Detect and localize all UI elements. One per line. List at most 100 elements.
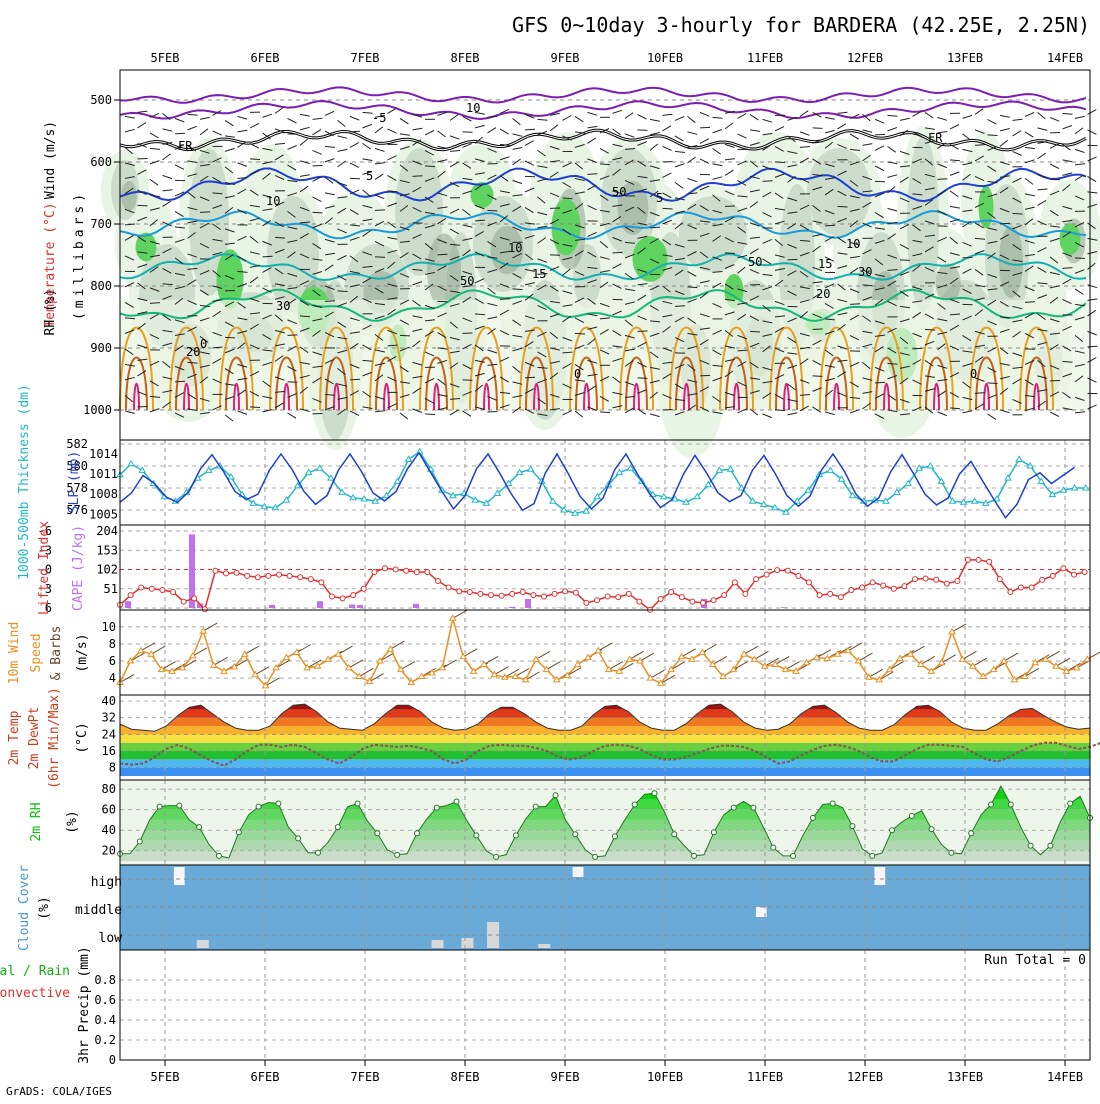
rh-point [929, 827, 934, 832]
x-axis-top-label: 10FEB [647, 51, 683, 65]
wind10m-barb [203, 623, 217, 631]
wind10m-line-point [741, 651, 747, 656]
wind10m-barb [817, 650, 831, 658]
chart-title: GFS 0~10day 3-hourly for BARDERA (42.25E… [512, 13, 1090, 37]
precip-label-a: Total / Rain [0, 964, 70, 979]
wind10m-line-point [398, 667, 404, 672]
x-axis-top-label: 9FEB [551, 51, 580, 65]
thickness-line-point [528, 466, 534, 471]
rh-point [612, 834, 617, 839]
lifted-index-line-point [436, 579, 441, 584]
lifted-index-line-point [499, 593, 504, 598]
wind-units: (m/s) [75, 633, 90, 672]
wind10m-line-point [845, 648, 851, 653]
cloud-low-block [461, 938, 473, 948]
rh-point [315, 850, 320, 855]
lifted-index-line-point [308, 577, 313, 582]
lifted-index-line-point [245, 573, 250, 578]
rh-point [256, 804, 261, 809]
wind-tick-label: 6 [109, 654, 116, 668]
lifted-index-line-point [743, 591, 748, 596]
cape-bar [413, 604, 419, 608]
cloud-low-block [538, 944, 550, 948]
cape-bar [781, 607, 787, 608]
rh-shade-mid [679, 196, 747, 272]
lifted-index-line-point [340, 596, 345, 601]
cape-bar [317, 601, 323, 608]
thickness-line-point [827, 467, 833, 472]
thickness-line-point [1016, 456, 1022, 461]
wind10m-barb [702, 645, 716, 653]
wind10m-line-point [949, 629, 955, 634]
wind10m-barb [609, 662, 623, 670]
x-axis-top-label: 13FEB [947, 51, 983, 65]
lifted-index-line-point [181, 599, 186, 604]
lifted-index-line-point [966, 557, 971, 562]
lifted-index-line-point [404, 568, 409, 573]
rh-point [533, 804, 538, 809]
cloud-level-high: high [91, 875, 122, 890]
contour-label: 5 [366, 169, 373, 183]
lifted-index-line-point [796, 573, 801, 578]
upper-air-wind-barb [838, 206, 848, 207]
rh-point [751, 805, 756, 810]
x-axis-bottom-label: 9FEB [551, 1070, 580, 1084]
wind10m-barb [1004, 653, 1018, 661]
upper-air-wind-barb [438, 254, 448, 255]
wind10m-barb [151, 646, 165, 654]
lifted-index-line-point [467, 589, 472, 594]
wind10m-barb [630, 651, 644, 659]
lifted-index-line-point [414, 570, 419, 575]
wind10m-barb [234, 659, 248, 667]
upper-air-wind-barb [1075, 258, 1085, 259]
wind-tick-label: 8 [109, 637, 116, 651]
rh2m-units: (%) [65, 810, 80, 833]
lifted-index-line-point [934, 577, 939, 582]
wind10m-barb [546, 662, 560, 670]
temp-tick-label: 8 [109, 761, 116, 775]
cape-bar [509, 607, 515, 608]
rh-point [197, 825, 202, 830]
contour-label: 15 [818, 257, 832, 271]
wind10m-barb [1056, 658, 1070, 666]
lifted-index-line-point [478, 591, 483, 596]
rh-point [771, 845, 776, 850]
wind10m-barb [380, 653, 394, 661]
lifted-index-line-point [520, 589, 525, 594]
wind10m-barb [682, 649, 696, 657]
contour-label: 10 [466, 101, 480, 115]
wind10m-line-point [138, 648, 144, 653]
x-axis-bottom-label: 12FEB [847, 1070, 883, 1084]
wind10m-barb [671, 662, 685, 670]
rh-point [711, 830, 716, 835]
rh-point [969, 831, 974, 836]
upper-air-axis-title: (millibars) [72, 190, 87, 320]
lifted-index-line-point [563, 589, 568, 594]
wind10m-line-point [939, 660, 945, 665]
lifted-index-line-point [637, 599, 642, 604]
lifted-index-line-point [383, 566, 388, 571]
upper-air-wind-barb [750, 331, 760, 332]
cloud-units: (%) [37, 896, 52, 919]
thickness-label: 1000-500mb Thickness (dm) [17, 384, 32, 580]
wind10m-barb [754, 651, 768, 659]
x-axis-top-label: 14FEB [1047, 51, 1083, 65]
rh-point [989, 802, 994, 807]
contour-label: 15 [532, 267, 546, 281]
rh-point [236, 830, 241, 835]
upper-air-wind-barb [700, 375, 710, 376]
wind-label-b: Speed [29, 633, 44, 672]
upper-air-wind-barb [850, 304, 860, 305]
lifted-index-line-point [510, 591, 515, 596]
lifted-index-line-point [584, 600, 589, 605]
wind10m-line-point [460, 654, 466, 659]
upper-air-wind-barb [613, 252, 623, 253]
rh-shade-green [1060, 223, 1081, 255]
cape-tick-label: 102 [96, 563, 118, 577]
upper-air-wind-barb [1088, 346, 1098, 347]
wind-tick-label: 10 [102, 620, 116, 634]
cape-bar [125, 601, 131, 608]
precip-tick-label: 0.6 [94, 993, 116, 1007]
